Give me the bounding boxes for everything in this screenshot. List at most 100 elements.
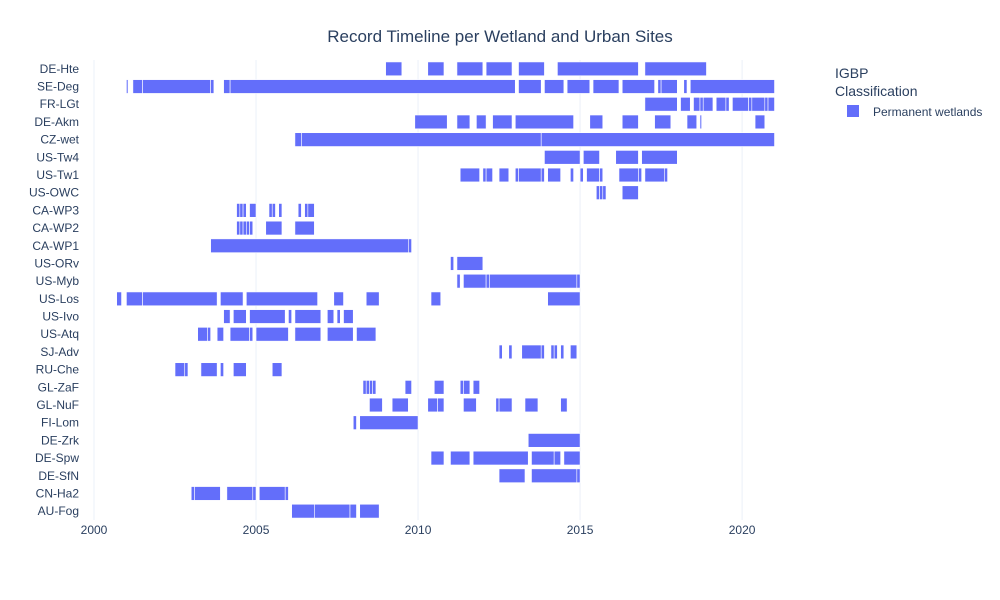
timeline-bar[interactable] [531, 468, 578, 483]
timeline-bar[interactable] [495, 397, 500, 413]
timeline-bar[interactable] [349, 503, 357, 519]
timeline-bar[interactable] [689, 79, 775, 94]
timeline-bar[interactable] [200, 362, 218, 377]
timeline-bar[interactable] [508, 344, 513, 360]
timeline-bar[interactable] [246, 291, 318, 307]
timeline-bar[interactable] [430, 450, 445, 466]
timeline-bar[interactable] [433, 380, 445, 395]
timeline-bar[interactable] [586, 167, 600, 183]
timeline-bar[interactable] [621, 79, 655, 94]
timeline-bar[interactable] [365, 291, 380, 307]
timeline-bar[interactable] [336, 309, 341, 324]
timeline-bar[interactable] [233, 362, 247, 377]
legend-label[interactable]: Permanent wetlands [873, 105, 982, 119]
timeline-bar[interactable] [524, 397, 539, 413]
timeline-bar[interactable] [699, 97, 704, 112]
timeline-bar[interactable] [207, 327, 211, 342]
timeline-bar[interactable] [249, 327, 254, 342]
timeline-bar[interactable] [307, 203, 315, 218]
timeline-bar[interactable] [615, 150, 639, 165]
timeline-bar[interactable] [527, 433, 581, 448]
timeline-bar[interactable] [265, 220, 283, 236]
timeline-bar[interactable] [485, 167, 493, 183]
timeline-bar[interactable] [252, 486, 257, 501]
timeline-bar[interactable] [767, 97, 775, 112]
timeline-bar[interactable] [427, 61, 445, 77]
timeline-bar[interactable] [271, 362, 283, 377]
timeline-bar[interactable] [304, 203, 309, 218]
timeline-bar[interactable] [492, 114, 513, 130]
timeline-bar[interactable] [220, 362, 224, 377]
timeline-bar[interactable] [278, 203, 283, 218]
timeline-bar[interactable] [570, 344, 578, 360]
timeline-bar[interactable] [553, 344, 558, 360]
timeline-bar[interactable] [686, 114, 698, 130]
timeline-bar[interactable] [229, 327, 250, 342]
timeline-bar[interactable] [560, 344, 565, 360]
timeline-bar[interactable] [531, 450, 555, 466]
timeline-bar[interactable] [284, 486, 289, 501]
timeline-bar[interactable] [589, 114, 604, 130]
timeline-bar[interactable] [294, 309, 322, 324]
timeline-bar[interactable] [333, 291, 344, 307]
timeline-bar[interactable] [459, 167, 480, 183]
timeline-bar[interactable] [547, 167, 561, 183]
timeline-bar[interactable] [239, 203, 244, 218]
timeline-bar[interactable] [482, 167, 487, 183]
timeline-bar[interactable] [391, 397, 409, 413]
timeline-bar[interactable] [563, 450, 581, 466]
timeline-bar[interactable] [294, 132, 302, 147]
timeline-bar[interactable] [553, 450, 561, 466]
timeline-bar[interactable] [472, 450, 529, 466]
timeline-bar[interactable] [427, 397, 438, 413]
timeline-bar[interactable] [126, 79, 129, 94]
timeline-bar[interactable] [621, 114, 639, 130]
timeline-bar[interactable] [518, 167, 542, 183]
timeline-bar[interactable] [660, 79, 678, 94]
timeline-bar[interactable] [223, 79, 231, 94]
timeline-bar[interactable] [583, 150, 600, 165]
timeline-bar[interactable] [498, 344, 503, 360]
timeline-bar[interactable] [372, 380, 377, 395]
timeline-bar[interactable] [566, 79, 591, 94]
timeline-bar[interactable] [268, 203, 273, 218]
legend-swatch[interactable] [847, 105, 859, 117]
timeline-bar[interactable] [498, 167, 510, 183]
timeline-bar[interactable] [654, 114, 672, 130]
timeline-bar[interactable] [194, 486, 221, 501]
timeline-bar[interactable] [560, 397, 568, 413]
timeline-bar[interactable] [327, 309, 335, 324]
timeline-bar[interactable] [255, 327, 289, 342]
timeline-bar[interactable] [592, 79, 620, 94]
timeline-bar[interactable] [732, 97, 749, 112]
timeline-bar[interactable] [715, 97, 727, 112]
timeline-bar[interactable] [476, 114, 487, 130]
timeline-bar[interactable] [430, 291, 442, 307]
timeline-bar[interactable] [190, 486, 195, 501]
timeline-bar[interactable] [343, 309, 354, 324]
timeline-bar[interactable] [699, 114, 702, 130]
timeline-bar[interactable] [294, 220, 315, 236]
timeline-bar[interactable] [210, 238, 409, 253]
timeline-bar[interactable] [463, 380, 471, 395]
timeline-bar[interactable] [540, 167, 545, 183]
timeline-bar[interactable] [599, 167, 604, 183]
timeline-bar[interactable] [544, 150, 581, 165]
timeline-bar[interactable] [288, 309, 292, 324]
timeline-bar[interactable] [385, 61, 403, 77]
timeline-bar[interactable] [362, 380, 367, 395]
timeline-bar[interactable] [498, 468, 526, 483]
timeline-bar[interactable] [570, 167, 574, 183]
timeline-bar[interactable] [291, 503, 315, 519]
timeline-bar[interactable] [408, 238, 412, 253]
timeline-bar[interactable] [459, 380, 464, 395]
timeline-bar[interactable] [754, 114, 766, 130]
timeline-bar[interactable] [359, 503, 380, 519]
timeline-bar[interactable] [223, 309, 231, 324]
timeline-bar[interactable] [249, 203, 257, 218]
timeline-bar[interactable] [236, 203, 241, 218]
timeline-bar[interactable] [618, 167, 639, 183]
timeline-bar[interactable] [764, 97, 769, 112]
timeline-bar[interactable] [365, 380, 370, 395]
timeline-bar[interactable] [657, 79, 662, 94]
